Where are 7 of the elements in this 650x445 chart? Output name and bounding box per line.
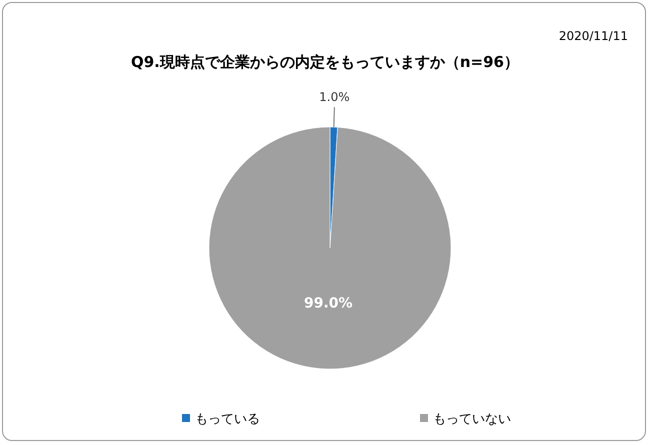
legend-label: もっている <box>195 412 260 427</box>
text: 2020/11/11 <box>558 29 628 43</box>
chart-title: Q9.現時点で企業からの内定をもっていますか（n=96） <box>130 53 520 71</box>
pie-slice <box>208 126 452 370</box>
data-label: 1.0% <box>319 90 350 104</box>
legend-label: もっていない <box>433 412 511 427</box>
data-label: 99.0% <box>304 295 353 312</box>
